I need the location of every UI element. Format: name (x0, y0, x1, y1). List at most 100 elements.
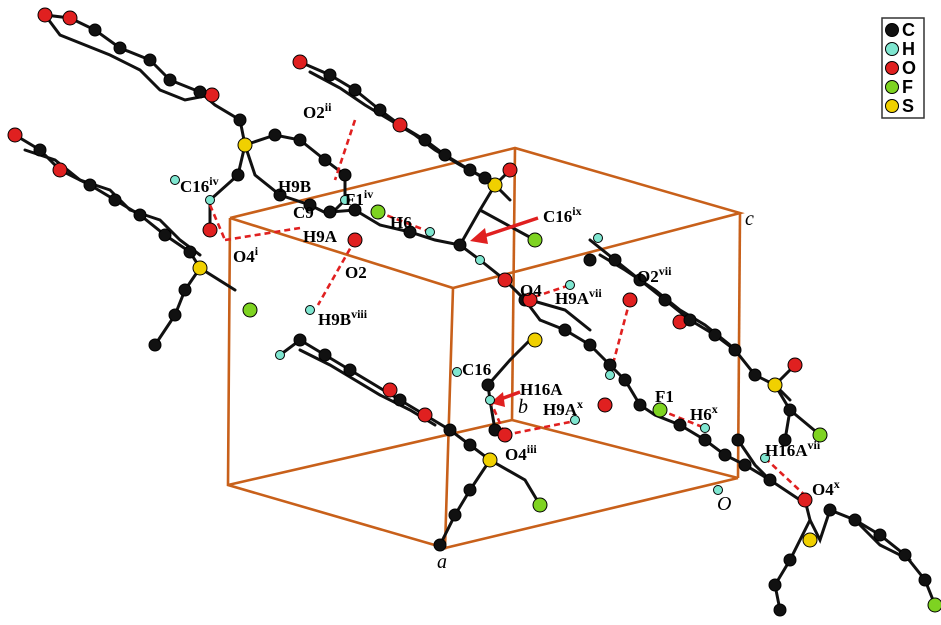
carbon-atom (273, 188, 287, 202)
axis-c-label: c (745, 208, 754, 230)
carbon-atom (373, 103, 387, 117)
carbon-atom (778, 433, 792, 447)
oxygen-atom (292, 54, 308, 70)
hydrogen-atom (452, 367, 462, 377)
carbon-atom (773, 603, 787, 617)
carbon-atom (583, 253, 597, 267)
carbon-atom (231, 168, 245, 182)
atom-label-superscript: i (255, 244, 259, 258)
oxygen-atom (797, 492, 813, 508)
atom-label-c16: C16 (462, 360, 491, 379)
atom-label-h16avii: H16Avii (765, 438, 821, 460)
carbon-atom (448, 508, 462, 522)
hydrogen-atom (593, 233, 603, 243)
hydrogen-atom (485, 395, 495, 405)
hydrogen-atom (170, 175, 180, 185)
sulfur-atom (527, 332, 543, 348)
carbon-atom (633, 398, 647, 412)
carbon-atom (463, 483, 477, 497)
carbon-atom (418, 133, 432, 147)
carbon-atom (898, 548, 912, 562)
carbon-atom (683, 313, 697, 327)
atom-label-superscript: ix (572, 204, 581, 218)
fluorine-atom (927, 597, 941, 613)
carbon-atom (633, 273, 647, 287)
fluorine-atom (532, 497, 548, 513)
sulfur-atom (487, 177, 503, 193)
carbon-atom (708, 328, 722, 342)
legend-label-s: S (902, 96, 914, 116)
atom-label-h9avii: H9Avii (555, 286, 602, 308)
carbon-atom (158, 228, 172, 242)
carbon-atom (453, 238, 467, 252)
carbon-atom (463, 438, 477, 452)
sulfur-atom (192, 260, 208, 276)
hydrogen-atom (275, 350, 285, 360)
fluorine-atom (812, 427, 828, 443)
atom-label-superscript: viii (351, 307, 368, 321)
carbon-atom (318, 153, 332, 167)
carbon-atom (148, 338, 162, 352)
carbon-atom (33, 143, 47, 157)
atom-label-h6: H6 (390, 213, 412, 232)
atom-label-superscript: vii (589, 286, 602, 300)
carbon-atom (918, 573, 932, 587)
carbon-atom (558, 323, 572, 337)
hydrogen-atom (605, 370, 615, 380)
carbon-atom (433, 538, 447, 552)
sulfur-atom (802, 532, 818, 548)
carbon-atom (343, 363, 357, 377)
fluorine-atom (370, 204, 386, 220)
carbon-atom (583, 338, 597, 352)
atom-label-c9: C9 (293, 203, 314, 222)
atom-label-h9ax: H9Ax (543, 397, 583, 419)
legend-swatch-o (885, 61, 899, 75)
atom-label-h16a: H16A (520, 380, 563, 399)
carbon-atom (168, 308, 182, 322)
atom-label-superscript: iii (527, 442, 538, 456)
atom-label-o2ii: O2ii (303, 100, 332, 122)
carbon-atom (463, 163, 477, 177)
carbon-atom (393, 393, 407, 407)
oxygen-atom (502, 162, 518, 178)
hydrogen-atom (475, 255, 485, 265)
carbon-atom (183, 245, 197, 259)
hydrogen-atom (425, 227, 435, 237)
carbon-atom (293, 133, 307, 147)
atom-label-superscript: vii (659, 264, 672, 278)
carbon-atom (348, 83, 362, 97)
sulfur-atom (237, 137, 253, 153)
legend-swatch-c (885, 23, 899, 37)
legend-swatch-f (885, 80, 899, 94)
legend-label-o: O (902, 58, 916, 78)
carbon-atom (603, 358, 617, 372)
oxygen-atom (202, 222, 218, 238)
carbon-atom (728, 343, 742, 357)
sulfur-atom (482, 452, 498, 468)
carbon-atom (443, 423, 457, 437)
carbon-atom (673, 418, 687, 432)
fluorine-atom (527, 232, 543, 248)
oxygen-atom (497, 272, 513, 288)
molecule-left-lower (13, 133, 237, 347)
oxygen-atom (52, 162, 68, 178)
legend-swatch-s (885, 99, 899, 113)
atom-label-h9a: H9A (303, 227, 338, 246)
atom-label-f1iv: F1iv (345, 187, 373, 209)
sulfur-atom (767, 377, 783, 393)
atom-label-superscript: iv (209, 174, 218, 188)
atom-label-h9b: H9B (278, 177, 311, 196)
atom-label-superscript: x (712, 402, 718, 416)
carbon-atom (88, 23, 102, 37)
atom-label-c16ix: C16ix (543, 204, 582, 226)
atom-label-o4i: O4i (233, 244, 259, 266)
carbon-atom (478, 171, 492, 185)
carbon-atom (763, 473, 777, 487)
atom-label-superscript: x (577, 397, 583, 411)
atom-label-o2: O2 (345, 263, 367, 282)
oxygen-atom (7, 127, 23, 143)
atom-label-superscript: x (834, 477, 840, 491)
carbon-atom (698, 433, 712, 447)
oxygen-atom (622, 292, 638, 308)
